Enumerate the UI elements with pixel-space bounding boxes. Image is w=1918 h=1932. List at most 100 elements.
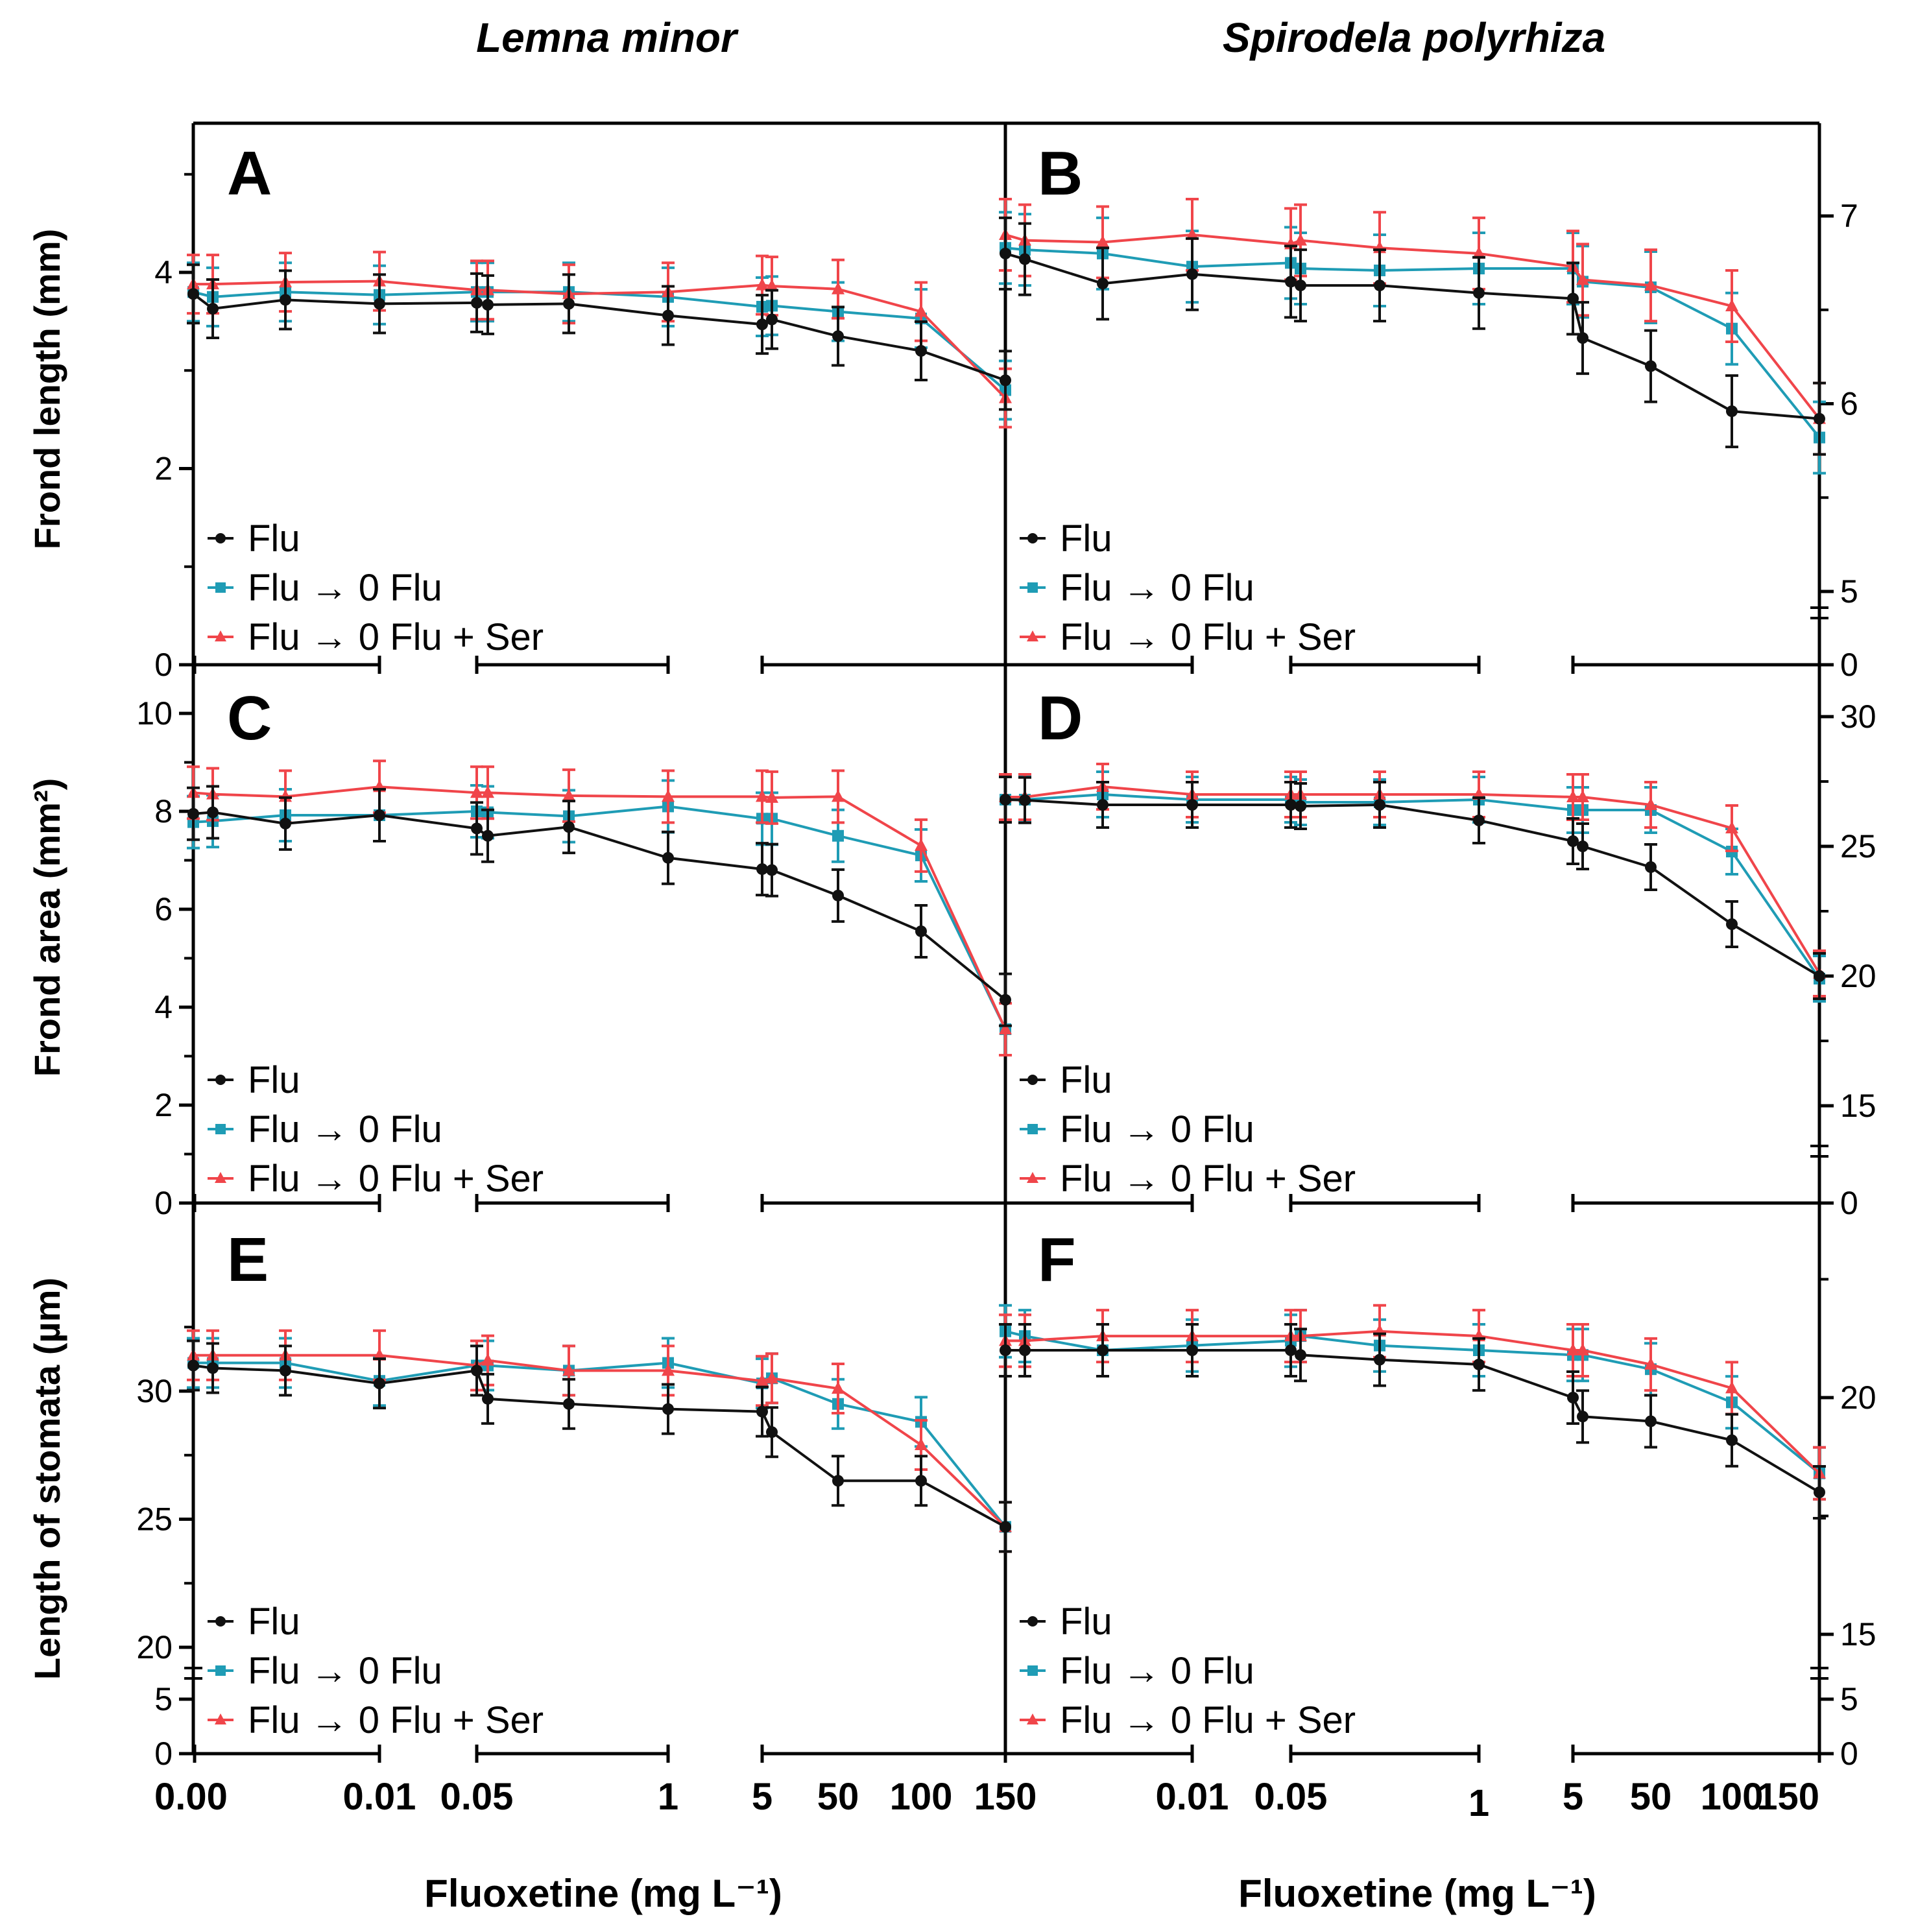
legend-marker: [215, 1713, 226, 1724]
data-point: [373, 1348, 386, 1361]
x-tick-label: 100: [890, 1776, 953, 1818]
data-point: [563, 1398, 575, 1410]
y-tick-label: 6: [1840, 386, 1858, 422]
y-tick-label: 4: [154, 254, 173, 291]
x-axis-label-left: Fluoxetine (mg L⁻¹): [424, 1872, 782, 1915]
data-point: [915, 1437, 928, 1450]
series-line: [192, 292, 1006, 382]
series-F-2: [999, 1304, 1826, 1501]
legend-label: Flu → 0 Flu + Ser: [248, 1699, 544, 1741]
series-line: [193, 1354, 1007, 1528]
data-point: [482, 298, 494, 311]
y-tick-label: 15: [1840, 1088, 1876, 1124]
data-point: [1000, 247, 1011, 259]
data-point: [756, 318, 768, 331]
legend-label: Flu → 0 Flu: [248, 1108, 442, 1151]
y-tick-label: 25: [1840, 828, 1876, 865]
data-point: [1374, 1354, 1385, 1366]
data-point: [1645, 861, 1657, 873]
series-F-0: [999, 1323, 1826, 1520]
data-point: [756, 863, 768, 876]
legend-marker: [215, 1616, 226, 1627]
y-tick-label: 7: [1840, 198, 1858, 234]
data-point: [1000, 1344, 1011, 1356]
data-point: [832, 1381, 845, 1394]
data-point: [1644, 1357, 1657, 1370]
data-point: [471, 1365, 483, 1377]
y-tick-label: 20: [136, 1629, 173, 1665]
y-axis-label-frond-area: Frond area (mm²): [27, 778, 67, 1077]
data-point: [563, 298, 575, 310]
data-point: [832, 281, 845, 294]
data-point: [563, 821, 575, 833]
data-point: [374, 809, 385, 822]
legend-marker: [215, 1124, 226, 1134]
data-point: [280, 294, 291, 306]
data-point: [915, 304, 928, 317]
data-point: [187, 288, 199, 300]
data-point: [207, 806, 219, 818]
series-line: [1005, 1349, 1821, 1494]
y-tick-label: 5: [1840, 573, 1858, 610]
data-point: [187, 1359, 199, 1372]
y-tick-label: 2: [154, 1087, 173, 1123]
data-point: [1814, 1486, 1825, 1498]
data-point: [1577, 332, 1588, 344]
panel-letter-C: C: [227, 684, 272, 753]
x-tick-label: 50: [1630, 1776, 1672, 1818]
legend-label: Flu: [1060, 518, 1112, 560]
x-tick-label: 100: [1701, 1776, 1764, 1818]
data-point: [1566, 1343, 1579, 1355]
series-B-2: [999, 197, 1826, 456]
data-point: [999, 1021, 1012, 1034]
data-point: [374, 298, 385, 310]
x-tick-label: 0.01: [343, 1776, 416, 1818]
series-line: [1005, 785, 1821, 975]
data-point: [1295, 1349, 1306, 1361]
data-point: [662, 309, 674, 322]
data-point: [832, 330, 844, 342]
panel-letter-E: E: [227, 1225, 269, 1294]
y-tick-label: 20: [1840, 1379, 1876, 1416]
data-point: [1374, 280, 1385, 292]
data-point: [915, 1475, 927, 1487]
y-tick-label: 25: [136, 1501, 173, 1538]
y-tick-label: 6: [154, 891, 173, 927]
legend-label: Flu: [248, 518, 300, 560]
series-C-2: [187, 759, 1012, 1056]
data-point: [1285, 799, 1297, 811]
data-point: [1726, 1434, 1738, 1446]
y-axis-label-stomata: Length of stomata (µm): [27, 1278, 67, 1680]
data-point: [1000, 794, 1011, 805]
series-D-2: [999, 763, 1826, 997]
legend-label: Flu: [1060, 1059, 1112, 1101]
x-tick-label: 0.05: [440, 1776, 514, 1818]
series-line: [1005, 793, 1821, 980]
data-point: [832, 829, 844, 842]
data-point: [915, 838, 928, 851]
data-point: [662, 789, 675, 802]
data-point: [1644, 798, 1657, 810]
y-tick-label: 5: [154, 1681, 173, 1717]
data-point: [1814, 412, 1825, 425]
legend-label: Flu → 0 Flu: [1060, 567, 1254, 609]
legend-marker: [215, 1665, 226, 1676]
panel-letter-A: A: [227, 139, 272, 208]
panel-letter-F: F: [1038, 1225, 1076, 1294]
data-point: [1000, 374, 1011, 387]
series-line: [1005, 798, 1821, 977]
x-tick-label: 5: [1563, 1776, 1583, 1818]
y-axis-label-frond-length: Frond length (mm): [27, 229, 67, 550]
legend-marker: [1027, 1075, 1038, 1085]
data-point: [662, 852, 674, 864]
y-tick-label: 0: [154, 1735, 173, 1772]
y-tick-label: 8: [154, 793, 173, 829]
data-point: [1473, 1358, 1485, 1370]
data-point: [765, 790, 778, 803]
x-tick-label: 1: [1468, 1782, 1489, 1824]
legend-label: Flu → 0 Flu + Ser: [248, 1158, 544, 1200]
data-point: [471, 296, 483, 309]
x-tick-label: 5: [752, 1776, 773, 1818]
data-point: [1097, 1344, 1109, 1356]
